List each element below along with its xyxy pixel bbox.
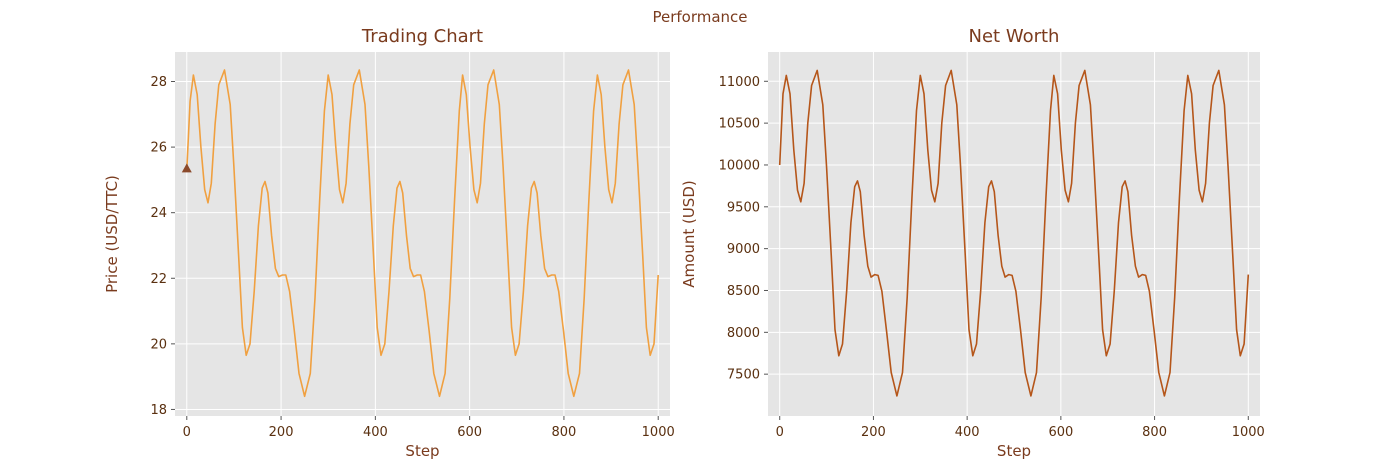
trading-x-axis-label: Step (405, 442, 439, 460)
trading-x-tick-label: 800 (552, 425, 577, 440)
networth-y-tick-label: 8500 (727, 284, 760, 299)
trading-chart-title: Trading Chart (361, 26, 483, 47)
trading-chart: 0 200 400 600 800 1000 18 20 22 24 26 28 Trading Cha… (103, 26, 675, 460)
networth-y-tick-label: 10500 (719, 117, 760, 132)
trading-y-tick-label: 22 (150, 272, 167, 287)
networth-y-tick-label: 11000 (719, 75, 760, 90)
trading-x-tick-label: 200 (269, 425, 294, 440)
trading-y-tick-label: 18 (150, 403, 167, 418)
trading-x-tick-label: 1000 (642, 425, 675, 440)
networth-x-tick-label: 600 (1048, 425, 1073, 440)
trading-y-axis-label: Price (USD/TTC) (103, 175, 121, 293)
networth-y-tick-label: 9000 (727, 242, 760, 257)
trading-buy-marker (181, 163, 192, 173)
trading-plot-area (175, 52, 670, 416)
networth-chart: 0 200 400 600 800 1000 7500 8000 8500 9000 9500 100… (680, 26, 1265, 460)
trading-y-tick-label: 20 (150, 337, 167, 352)
networth-y-tick-label: 8000 (727, 326, 760, 341)
figure-title: Performance (652, 8, 747, 26)
networth-chart-title: Net Worth (969, 26, 1060, 47)
networth-x-tick-label: 1000 (1232, 425, 1265, 440)
networth-x-axis-label: Step (997, 442, 1031, 460)
trading-x-tick-label: 600 (457, 425, 482, 440)
networth-x-tick-label: 800 (1142, 425, 1167, 440)
networth-x-tick-label: 0 (776, 425, 784, 440)
networth-plot-area (768, 52, 1260, 416)
networth-y-tick-label: 9500 (727, 200, 760, 215)
networth-x-tick-label: 200 (861, 425, 886, 440)
trading-x-tick-label: 0 (183, 425, 191, 440)
trading-series-line (186, 69, 659, 398)
networth-y-tick-label: 7500 (727, 368, 760, 383)
trading-y-tick-label: 24 (150, 206, 167, 221)
networth-series-line (778, 69, 1250, 397)
networth-x-tick-label: 400 (955, 425, 980, 440)
trading-x-tick-label: 400 (363, 425, 388, 440)
trading-y-tick-label: 26 (150, 141, 167, 156)
trading-y-tick-label: 28 (150, 75, 167, 90)
networth-y-axis-label: Amount (USD) (680, 180, 698, 287)
networth-y-tick-label: 10000 (719, 158, 760, 173)
